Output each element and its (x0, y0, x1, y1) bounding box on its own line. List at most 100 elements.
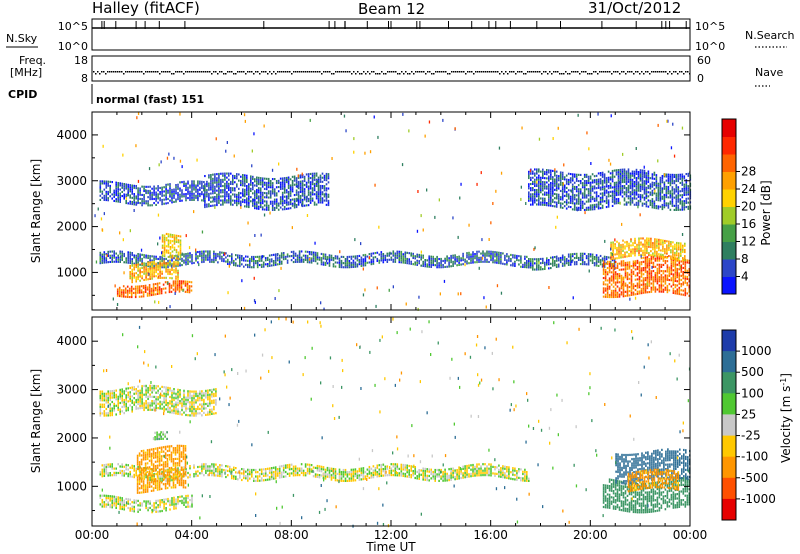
heatmap-cell (652, 263, 655, 266)
heatmap-cell (271, 200, 274, 203)
heatmap-speckle (278, 162, 280, 166)
heatmap-cell (187, 182, 189, 185)
heatmap-cell (621, 185, 624, 188)
heatmap-cell (623, 197, 626, 200)
heatmap-cell (656, 288, 659, 291)
heatmap-cell (655, 176, 658, 179)
heatmap-cell (332, 265, 335, 268)
heatmap-cell (267, 177, 270, 180)
heatmap-cell (148, 294, 151, 297)
heatmap-cell (613, 169, 616, 172)
heatmap-cell (577, 173, 580, 176)
heatmap-cell (639, 196, 642, 199)
heatmap-cell (197, 194, 199, 197)
heatmap-cell (656, 255, 658, 258)
heatmap-cell (131, 196, 133, 199)
heatmap-cell (534, 168, 536, 171)
heatmap-cell (285, 207, 288, 210)
heatmap-cell (641, 202, 644, 205)
heatmap-cell (674, 251, 676, 254)
freq-point (627, 71, 629, 73)
heatmap-cell (583, 184, 586, 187)
heatmap-cell (313, 176, 316, 179)
heatmap-cell (153, 259, 155, 262)
heatmap-cell (684, 287, 687, 290)
heatmap-cell (555, 257, 558, 260)
heatmap-cell (246, 189, 248, 192)
heatmap-cell (651, 200, 654, 203)
freq-point (113, 71, 115, 73)
heatmap-cell (557, 197, 560, 200)
heatmap-cell (287, 201, 290, 204)
heatmap-cell (448, 259, 450, 262)
heatmap-cell (143, 278, 145, 281)
heatmap-cell (251, 255, 253, 258)
heatmap-cell (530, 262, 532, 265)
freq-point (93, 71, 95, 73)
heatmap-cell (607, 205, 610, 208)
heatmap-cell (682, 244, 684, 247)
heatmap-cell (617, 187, 620, 190)
heatmap-cell (530, 197, 532, 200)
heatmap-cell (577, 206, 580, 209)
heatmap-cell (388, 258, 391, 261)
heatmap-cell (621, 191, 624, 194)
heatmap-cell (663, 193, 666, 196)
heatmap-cell (454, 260, 456, 263)
heatmap-cell (666, 246, 668, 249)
heatmap-cell (308, 253, 311, 256)
heatmap-cell (117, 254, 119, 257)
heatmap-cell (408, 262, 410, 265)
heatmap-cell (325, 177, 328, 180)
heatmap-cell (579, 206, 582, 209)
heatmap-speckle (129, 229, 131, 233)
heatmap-cell (226, 184, 228, 187)
heatmap-cell (670, 266, 673, 269)
heatmap-cell (265, 177, 268, 180)
heatmap-cell (612, 291, 615, 294)
heatmap-cell (655, 184, 658, 187)
heatmap-cell (468, 257, 470, 260)
heatmap-cell (354, 265, 357, 268)
heatmap-cell (622, 247, 624, 250)
freq-point (357, 71, 359, 73)
heatmap-cell (662, 243, 664, 246)
freq-point (633, 73, 635, 75)
heatmap-cell (610, 241, 612, 244)
heatmap-cell (655, 174, 658, 177)
heatmap-cell (372, 252, 375, 255)
heatmap-cell (565, 262, 568, 265)
heatmap-cell (654, 250, 656, 253)
heatmap-cell (538, 189, 540, 192)
heatmap-cell (195, 186, 197, 189)
heatmap-cell (169, 270, 171, 273)
freq-point (235, 73, 237, 75)
heatmap-cell (232, 174, 234, 177)
heatmap-cell (181, 259, 183, 262)
heatmap-cell (141, 193, 143, 196)
heatmap-cell (464, 258, 466, 261)
heatmap-cell (174, 284, 177, 287)
heatmap-cell (642, 291, 645, 294)
heatmap-cell (640, 263, 643, 266)
heatmap-cell (634, 260, 637, 263)
heatmap-cell (648, 260, 651, 263)
heatmap-cell (178, 282, 181, 285)
heatmap-cell (687, 205, 690, 208)
heatmap-cell (642, 281, 645, 284)
heatmap-cell (616, 281, 619, 284)
heatmap-cell (249, 264, 251, 267)
heatmap-speckle (577, 113, 579, 117)
heatmap-cell (356, 265, 359, 268)
heatmap-cell (684, 292, 687, 295)
heatmap-cell (246, 174, 248, 177)
heatmap-cell (380, 251, 383, 254)
heatmap-cell (274, 255, 277, 258)
heatmap-speckle (212, 197, 214, 201)
heatmap-cell (542, 172, 544, 175)
heatmap-cell (548, 189, 550, 192)
heatmap-cell (386, 260, 389, 263)
heatmap-cell (297, 191, 300, 194)
heatmap-cell (169, 256, 172, 259)
heatmap-cell (662, 272, 665, 275)
